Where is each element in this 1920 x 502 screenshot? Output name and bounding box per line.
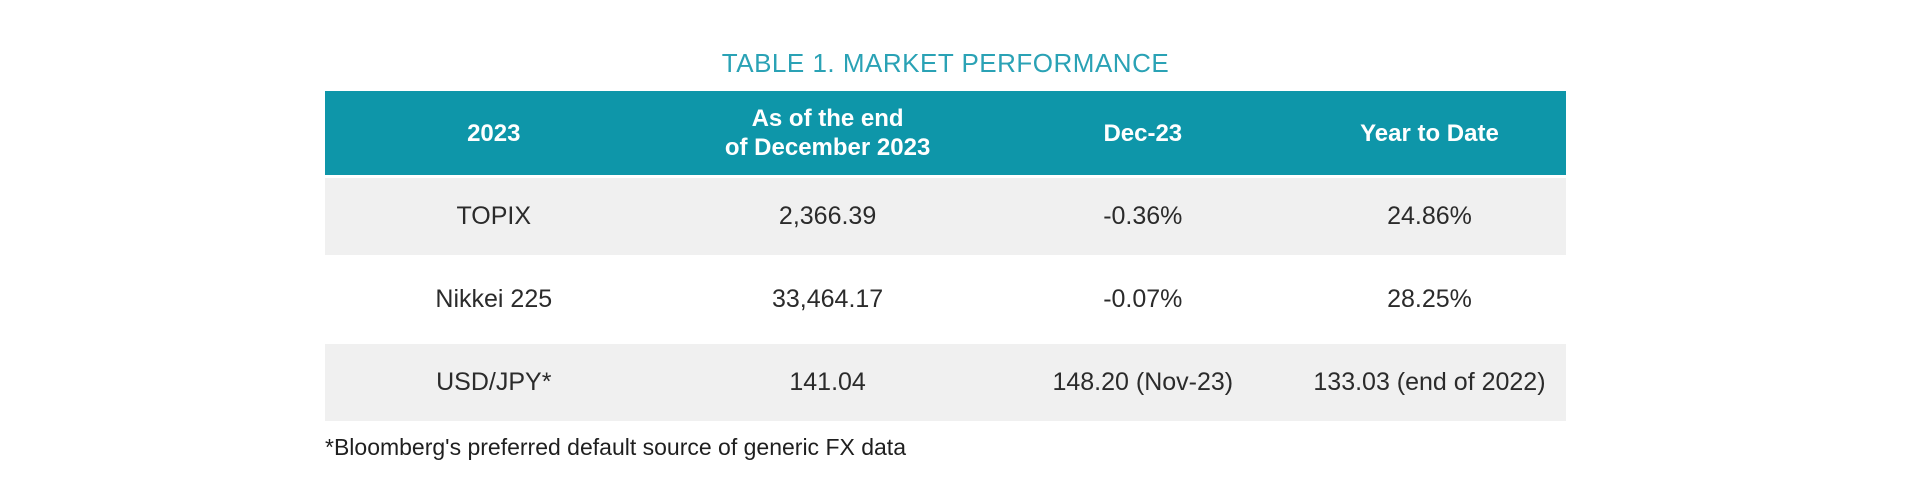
column-header-year: 2023	[325, 119, 663, 148]
cell-nikkei-dec-23: -0.07%	[1103, 285, 1183, 313]
column-header-year-to-date: Year to Date	[1293, 119, 1566, 148]
cell-topix-level: 2,366.39	[778, 202, 877, 230]
column-header-year-to-date-label: Year to Date	[1360, 119, 1499, 147]
market-performance-table: 2023 As of the end of December 2023 Dec-…	[325, 91, 1566, 424]
table-row-usd-jpy: USD/JPY* 141.04 148.20 (Nov-23) 133.03 (…	[325, 341, 1566, 424]
table-header-row: 2023 As of the end of December 2023 Dec-…	[325, 91, 1566, 175]
column-header-end-of-december: As of the end of December 2023	[663, 104, 993, 162]
table-row-topix: TOPIX 2,366.39 -0.36% 24.86%	[325, 175, 1566, 258]
cell-usd-jpy-dec-23: 148.20 (Nov-23)	[1052, 368, 1234, 396]
cell-topix-year-to-date: 24.86%	[1387, 202, 1472, 230]
cell-nikkei-year-to-date: 28.25%	[1387, 285, 1472, 313]
column-header-dec-23: Dec-23	[993, 119, 1293, 148]
column-header-end-of-december-line1: As of the end	[751, 105, 904, 132]
column-header-end-of-december-line2: of December 2023	[724, 134, 931, 161]
cell-nikkei-level: 33,464.17	[771, 285, 884, 313]
cell-nikkei-name: Nikkei 225	[435, 285, 553, 313]
cell-usd-jpy-level: 141.04	[789, 368, 866, 396]
cell-topix-dec-23: -0.36%	[1103, 202, 1183, 230]
column-header-year-label: 2023	[467, 119, 521, 147]
cell-usd-jpy-year-to-date: 133.03 (end of 2022)	[1313, 368, 1546, 396]
cell-topix-name: TOPIX	[456, 202, 532, 230]
cell-usd-jpy-name: USD/JPY*	[436, 368, 552, 396]
table-title: TABLE 1. MARKET PERFORMANCE	[721, 48, 1170, 78]
column-header-dec-23-label: Dec-23	[1103, 119, 1183, 147]
table-row-nikkei-225: Nikkei 225 33,464.17 -0.07% 28.25%	[325, 258, 1566, 341]
footnote: *Bloomberg's preferred default source of…	[325, 434, 906, 460]
